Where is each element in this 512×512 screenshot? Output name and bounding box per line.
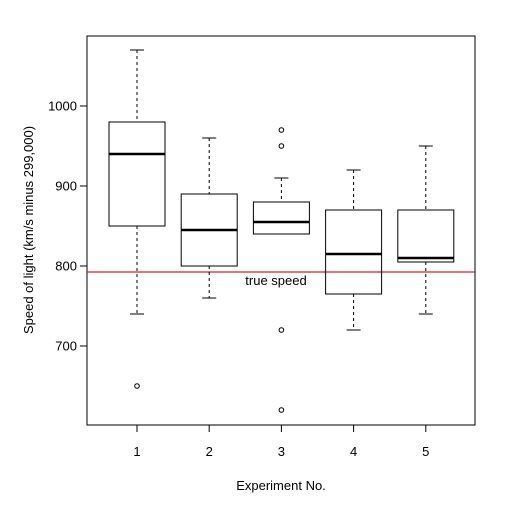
plot-frame	[86, 35, 476, 426]
x-axis-title: Experiment No.	[236, 478, 326, 493]
y-tick-label: 1000	[48, 99, 77, 114]
box-2	[180, 137, 238, 299]
box-4	[325, 169, 383, 331]
box-3	[252, 127, 310, 413]
iqr-box	[108, 121, 166, 227]
x-tick-label: 4	[350, 444, 357, 459]
y-axis: 700 800 900 1000	[48, 99, 88, 354]
outlier-point	[278, 127, 285, 133]
outlier-point	[278, 327, 285, 333]
outlier-point	[134, 383, 140, 389]
x-axis: 1 2 3 4 5	[133, 424, 429, 459]
box-5	[397, 145, 455, 315]
x-tick-label: 2	[206, 444, 213, 459]
iqr-box	[325, 209, 383, 295]
x-tick-label: 5	[422, 444, 429, 459]
iqr-box	[252, 201, 310, 235]
x-tick-label: 1	[133, 444, 140, 459]
reference-line-group: true speed	[87, 271, 475, 288]
box-1	[108, 49, 166, 389]
y-tick-label: 700	[55, 339, 77, 354]
outlier-point	[278, 407, 285, 413]
outlier-point	[278, 143, 285, 149]
x-tick-label: 3	[278, 444, 285, 459]
y-axis-title: Speed of light (km/s minus 299,000)	[21, 126, 36, 334]
iqr-box	[397, 209, 455, 263]
boxes-group	[108, 49, 455, 413]
true-speed-label: true speed	[245, 273, 306, 288]
y-tick-label: 900	[55, 179, 77, 194]
y-tick-label: 800	[55, 259, 77, 274]
